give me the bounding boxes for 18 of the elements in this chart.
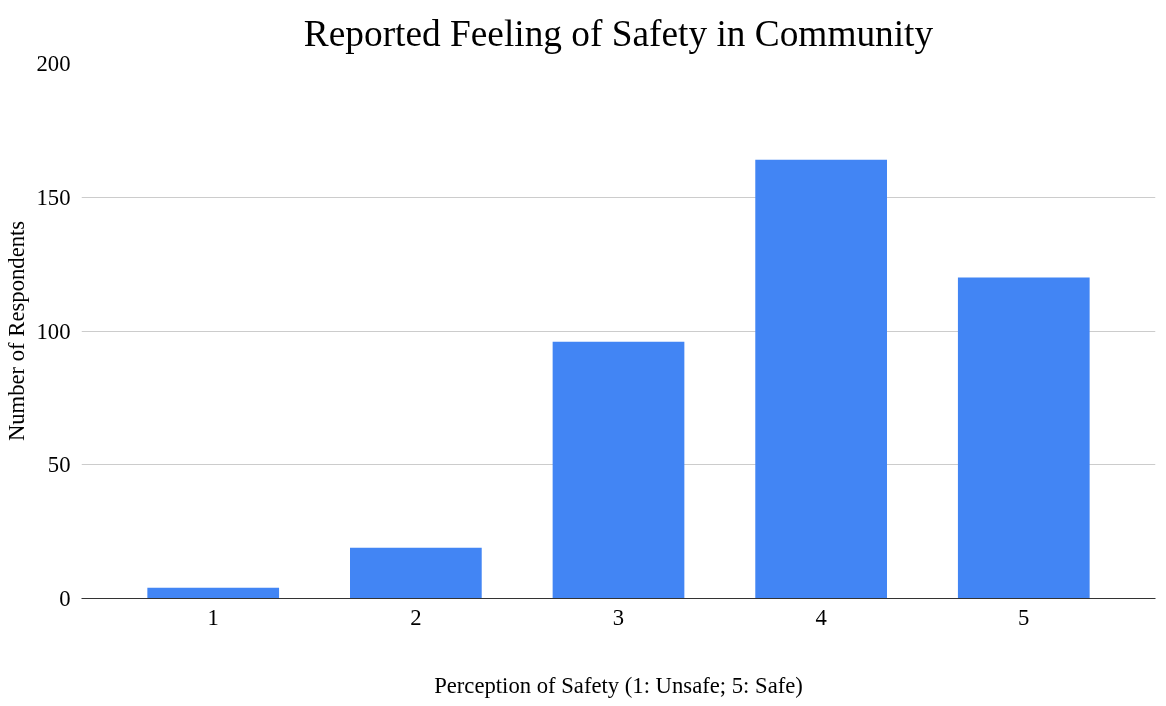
- chart-title: Reported Feeling of Safety in Community: [303, 12, 934, 54]
- bar: [350, 547, 482, 599]
- x-tick-label: 4: [815, 604, 827, 630]
- y-tick-label: 200: [36, 51, 71, 76]
- y-tick-label: 50: [47, 452, 71, 478]
- y-tick-label: 0: [59, 586, 71, 611]
- bar: [147, 587, 280, 599]
- y-axis-title: Number of Respondents: [3, 220, 29, 442]
- bar: [755, 159, 887, 599]
- x-tick-label: 1: [207, 604, 219, 630]
- bar: [552, 341, 685, 599]
- x-axis-title: Perception of Safety (1: Unsafe; 5: Safe): [434, 672, 803, 698]
- y-tick-label: 100: [36, 318, 71, 344]
- x-tick-label: 3: [612, 604, 625, 630]
- y-tick-label: 150: [36, 184, 71, 210]
- x-tick-label: 2: [410, 604, 422, 630]
- bar: [957, 277, 1090, 599]
- x-tick-label: 5: [1018, 604, 1030, 630]
